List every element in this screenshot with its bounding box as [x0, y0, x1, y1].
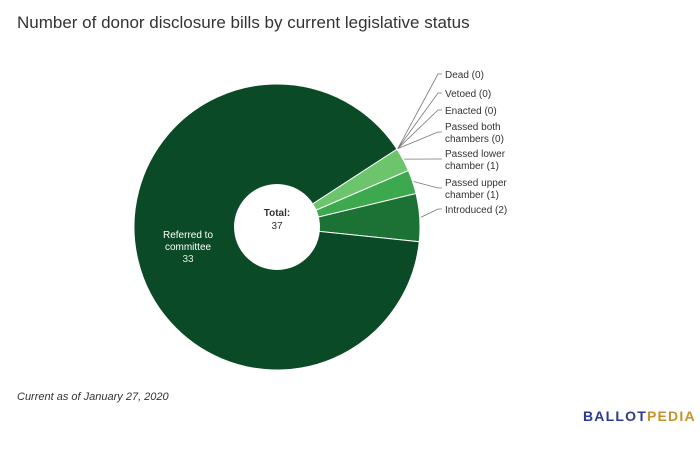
slice-label-enacted: Enacted (0)	[445, 106, 497, 117]
leader-line-vetoed	[397, 92, 442, 149]
slice-label-introduced: Introduced (2)	[445, 205, 507, 216]
donut-hole	[234, 184, 320, 270]
center-total-label: Total:	[264, 208, 290, 219]
chart-title: Number of donor disclosure bills by curr…	[17, 13, 470, 32]
slice-label-passed-lower-chamber: Passed lower	[445, 149, 506, 160]
slice-label-referred-to-committee: Referred to	[163, 230, 213, 241]
slice-label-passed-both-chambers: Passed both	[445, 122, 501, 133]
slice-label-passed-both-chambers: chambers (0)	[445, 134, 504, 145]
slice-label-passed-upper-chamber: chamber (1)	[445, 190, 499, 201]
leader-line-passed-both-chambers	[397, 131, 442, 149]
leader-line-dead	[397, 73, 442, 149]
leader-line-passed-upper-chamber	[413, 181, 442, 189]
slice-value-referred-to-committee: 33	[182, 254, 194, 265]
ballotpedia-logo[interactable]: BALLOTPEDIA	[583, 408, 696, 424]
slice-label-passed-upper-chamber: Passed upper	[445, 178, 507, 189]
slice-label-vetoed: Vetoed (0)	[445, 89, 491, 100]
logo-text-pedia: PEDIA	[646, 408, 696, 424]
logo-text-ballot: BALLOT	[583, 408, 647, 424]
slice-label-referred-to-committee: committee	[165, 242, 212, 253]
leader-line-introduced	[420, 208, 442, 218]
leader-line-enacted	[397, 109, 442, 149]
footnote: Current as of January 27, 2020	[17, 391, 169, 403]
slice-label-dead: Dead (0)	[445, 70, 484, 81]
center-total-value: 37	[271, 221, 283, 232]
slice-label-passed-lower-chamber: chamber (1)	[445, 161, 499, 172]
